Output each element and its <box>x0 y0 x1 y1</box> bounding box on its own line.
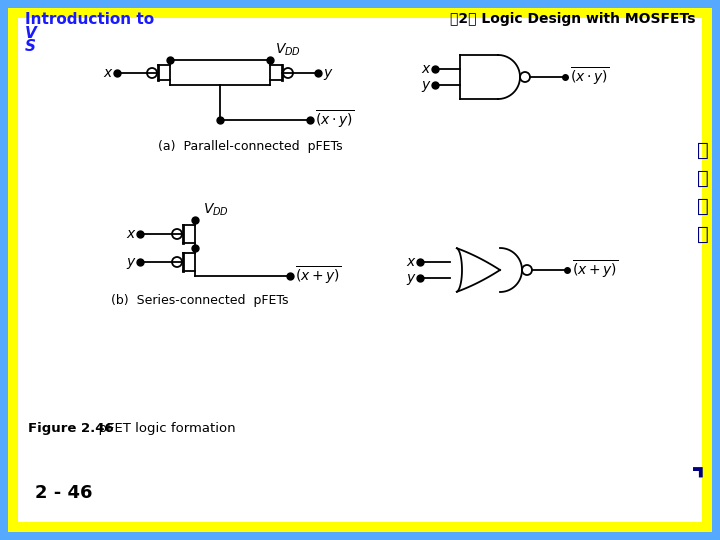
Text: y: y <box>422 78 430 92</box>
Text: y: y <box>323 66 331 80</box>
Text: 2 - 46: 2 - 46 <box>35 484 92 502</box>
Text: x: x <box>104 66 112 80</box>
Text: $\overline{(x \cdot y)}$: $\overline{(x \cdot y)}$ <box>570 66 609 88</box>
Text: 第2章 Logic Design with MOSFETs: 第2章 Logic Design with MOSFETs <box>449 12 695 26</box>
Text: ⌝: ⌝ <box>691 469 705 498</box>
Text: pFET logic formation: pFET logic formation <box>90 422 235 435</box>
Text: S: S <box>25 39 36 54</box>
Text: y: y <box>127 255 135 269</box>
Text: x: x <box>422 62 430 76</box>
Text: Introduction to: Introduction to <box>25 12 154 27</box>
Text: x: x <box>407 255 415 269</box>
Text: x: x <box>127 227 135 241</box>
Text: $V_{DD}$: $V_{DD}$ <box>203 201 229 218</box>
Text: y: y <box>407 271 415 285</box>
Text: (a)  Parallel-connected  pFETs: (a) Parallel-connected pFETs <box>158 140 342 153</box>
Text: 邏: 邏 <box>697 197 709 215</box>
Text: 式: 式 <box>697 168 709 187</box>
Text: $\overline{(x \cdot y)}$: $\overline{(x \cdot y)}$ <box>315 109 354 131</box>
Text: $V_{DD}$: $V_{DD}$ <box>275 42 301 58</box>
Text: 形: 形 <box>697 140 709 159</box>
Text: V: V <box>25 26 37 41</box>
Text: Figure 2.46: Figure 2.46 <box>28 422 114 435</box>
Text: $\overline{(x+y)}$: $\overline{(x+y)}$ <box>295 265 341 287</box>
Text: (b)  Series-connected  pFETs: (b) Series-connected pFETs <box>112 294 289 307</box>
Text: $\overline{(x+y)}$: $\overline{(x+y)}$ <box>572 259 618 281</box>
Text: 輯: 輯 <box>697 225 709 244</box>
